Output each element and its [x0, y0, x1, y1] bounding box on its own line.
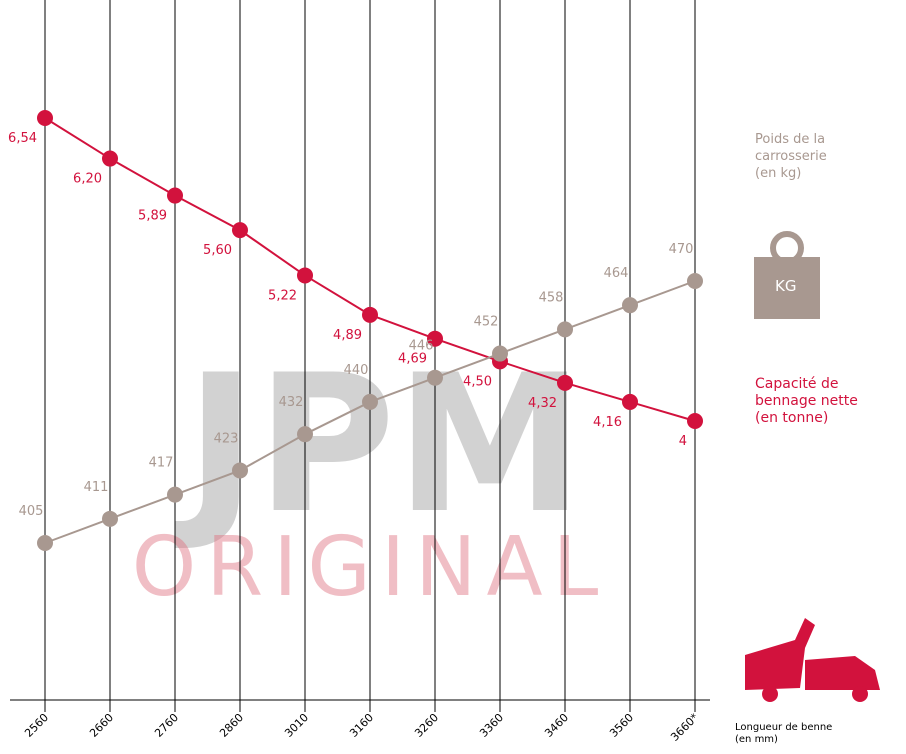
data-point: [362, 307, 378, 323]
data-label: 464: [604, 266, 629, 281]
data-point: [37, 110, 53, 126]
data-label: 4,89: [333, 328, 362, 343]
x-tick-label: 3460: [542, 711, 571, 740]
data-label: 411: [84, 480, 109, 495]
data-point: [167, 188, 183, 204]
data-label: 5,60: [203, 243, 232, 258]
legend-entry: Capacité de bennage nette (en tonne): [755, 376, 858, 427]
data-point: [232, 462, 248, 478]
legend-entry: Poids de la carrosserie (en kg): [755, 131, 827, 182]
icon-label: KG: [775, 277, 796, 295]
page: JPM ORIGINAL KG 256026602760286030103160…: [0, 0, 906, 754]
data-label: 4,69: [398, 352, 427, 367]
data-point: [232, 222, 248, 238]
x-axis-label: Longueur de benne (en mm): [735, 722, 832, 746]
data-label: 440: [344, 363, 369, 378]
data-point: [427, 370, 443, 386]
data-point: [297, 426, 313, 442]
data-label: 4,16: [593, 415, 622, 430]
data-label: 5,89: [138, 209, 167, 224]
x-tick-label: 2560: [22, 711, 51, 740]
x-tick-label: 2760: [152, 711, 181, 740]
data-point: [687, 273, 703, 289]
x-tick-label: 3660*: [668, 711, 701, 744]
data-point: [362, 394, 378, 410]
data-label: 423: [214, 431, 239, 446]
data-point: [557, 321, 573, 337]
data-point: [687, 413, 703, 429]
weight-icon: KG: [754, 234, 820, 319]
data-label: 6,54: [8, 131, 37, 146]
x-tick-label: 3160: [347, 711, 376, 740]
data-label: 432: [279, 395, 304, 410]
data-point: [492, 346, 508, 362]
data-label: 417: [149, 456, 174, 471]
x-tick-label: 3360: [477, 711, 506, 740]
data-label: 4,32: [528, 396, 557, 411]
data-point: [622, 394, 638, 410]
x-tick-label: 3260: [412, 711, 441, 740]
data-point: [622, 297, 638, 313]
truck-icon: [745, 618, 880, 702]
data-label: 458: [539, 290, 564, 305]
x-tick-label: 3010: [282, 711, 311, 740]
data-point: [37, 535, 53, 551]
data-point: [557, 375, 573, 391]
data-label: 4: [679, 434, 687, 449]
data-point: [297, 267, 313, 283]
data-label: 6,20: [73, 172, 102, 187]
data-label: 446: [409, 339, 434, 354]
x-tick-label: 2860: [217, 711, 246, 740]
data-label: 405: [19, 504, 44, 519]
data-point: [102, 511, 118, 527]
data-label: 470: [669, 242, 694, 257]
x-tick-label: 3560: [607, 711, 636, 740]
data-point: [167, 487, 183, 503]
data-label: 452: [474, 315, 499, 330]
data-point: [102, 151, 118, 167]
x-tick-label: 2660: [87, 711, 116, 740]
data-label: 4,50: [463, 374, 492, 389]
data-label: 5,22: [268, 288, 297, 303]
